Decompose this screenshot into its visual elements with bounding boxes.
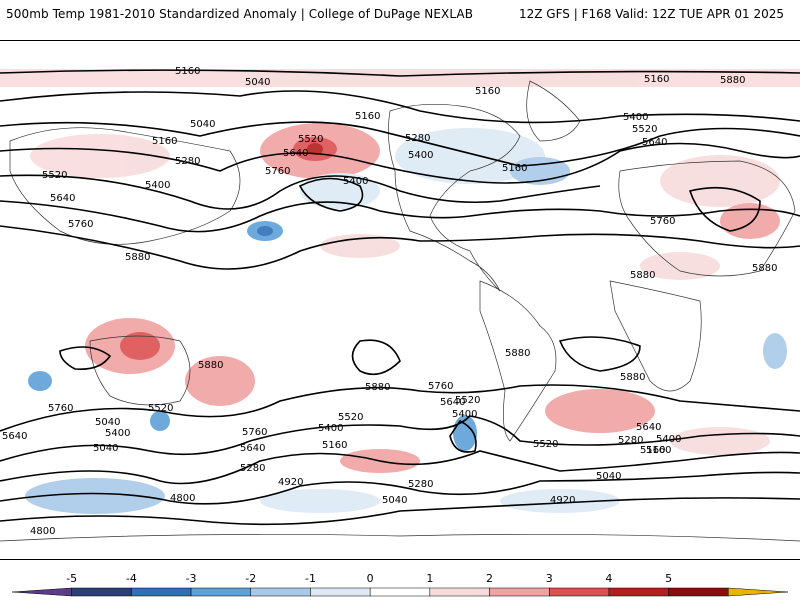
colorbar-swatch xyxy=(668,587,729,597)
contour-label: 5520 xyxy=(298,134,323,145)
anomaly-map: 5160 5040 5040 5160 5160 5160 5280 5280 … xyxy=(0,40,800,560)
contour-label: 5880 xyxy=(198,360,223,371)
colorbar-tick-label: 2 xyxy=(486,572,493,585)
contour-label: 5880 xyxy=(630,270,655,281)
colorbar-tick-label: 0 xyxy=(367,572,374,585)
contour-label: 4800 xyxy=(30,526,55,537)
map-title: 500mb Temp 1981-2010 Standardized Anomal… xyxy=(6,7,474,21)
colorbar-swatch xyxy=(310,587,371,597)
colorbar-tick-label: 3 xyxy=(546,572,553,585)
contour-label: 5400 xyxy=(408,150,433,161)
contour-label: 5640 xyxy=(636,422,661,433)
contour-label: 5280 xyxy=(408,479,433,490)
contour-label: 5520 xyxy=(148,403,173,414)
contour-label: 5040 xyxy=(245,77,270,88)
colorbar-swatches xyxy=(11,587,789,597)
contour-label: 5520 xyxy=(338,412,363,423)
header-bar: 500mb Temp 1981-2010 Standardized Anomal… xyxy=(0,0,800,30)
contour-label: 5520 xyxy=(632,124,657,135)
map-canvas: 5160 5040 5040 5160 5160 5160 5280 5280 … xyxy=(0,66,800,542)
contour-label-layer: 5160 5040 5040 5160 5160 5160 5280 5280 … xyxy=(2,66,777,537)
colorbar: -5 -4 -3 -2 -1 0 1 2 3 4 5 xyxy=(11,572,789,597)
contour-label: 5400 xyxy=(623,112,648,123)
contour-label: 5880 xyxy=(620,372,645,383)
colorbar-tick-label: 5 xyxy=(665,572,672,585)
contour-label: 5880 xyxy=(505,348,530,359)
contour-label: 5160 xyxy=(355,111,380,122)
colorbar-swatch xyxy=(608,587,669,597)
contour-label: 5640 xyxy=(283,148,308,159)
contour-label: 5640 xyxy=(240,443,265,454)
contour-label: 4920 xyxy=(278,477,303,488)
contour-label: 5400 xyxy=(145,180,170,191)
contour-label: 5160 xyxy=(175,66,200,77)
contour-label: 5640 xyxy=(2,431,27,442)
contour-label: 5040 xyxy=(93,443,118,454)
colorbar-tick-label: -5 xyxy=(66,572,77,585)
contour-label: 5880 xyxy=(752,263,777,274)
contour-label: 5160 xyxy=(646,445,671,456)
colorbar-swatch xyxy=(250,587,311,597)
contour-label: 5040 xyxy=(596,471,621,482)
contour-label: 5160 xyxy=(322,440,347,451)
colorbar-tick-label: 4 xyxy=(605,572,612,585)
contour-label: 5040 xyxy=(382,495,407,506)
model-run-info: 12Z GFS | F168 Valid: 12Z TUE APR 01 202… xyxy=(518,7,784,21)
contour-label: 5760 xyxy=(48,403,73,414)
contour-label: 5040 xyxy=(95,417,120,428)
colorbar-tick-label: -4 xyxy=(126,572,137,585)
contour-label: 5520 xyxy=(533,439,558,450)
colorbar-swatch xyxy=(131,587,192,597)
contour-label: 5400 xyxy=(656,434,681,445)
contour-label: 5760 xyxy=(68,219,93,230)
contour-label: 4920 xyxy=(550,495,575,506)
height-contours xyxy=(0,69,800,526)
contour-label: 5040 xyxy=(190,119,215,130)
colorbar-swatch xyxy=(369,587,431,597)
contour-label: 5760 xyxy=(242,427,267,438)
colorbar-tick-label: 1 xyxy=(426,572,433,585)
colorbar-swatch xyxy=(71,587,132,597)
contour-label: 5160 xyxy=(644,74,669,85)
contour-label: 5160 xyxy=(502,163,527,174)
contour-label: 5640 xyxy=(440,397,465,408)
contour-label: 5280 xyxy=(240,463,265,474)
contour-label: 5160 xyxy=(475,86,500,97)
coastlines xyxy=(0,80,800,542)
colorbar-tick-label: -3 xyxy=(186,572,197,585)
contour-label: 5520 xyxy=(42,170,67,181)
contour-label: 5280 xyxy=(618,435,643,446)
anomaly-shading xyxy=(0,69,800,514)
contour-label: 5760 xyxy=(265,166,290,177)
colorbar-tick-labels: -5 -4 -3 -2 -1 0 1 2 3 4 5 xyxy=(66,572,672,585)
contour-label: 5400 xyxy=(105,428,130,439)
contour-label: 5640 xyxy=(642,137,667,148)
contour-label: 5400 xyxy=(343,176,368,187)
contour-label: 5160 xyxy=(152,136,177,147)
colorbar-swatch xyxy=(429,587,490,597)
contour-label: 5880 xyxy=(720,75,745,86)
colorbar-swatch xyxy=(11,587,72,597)
colorbar-swatch xyxy=(548,587,610,597)
colorbar-legend: -5 -4 -3 -2 -1 0 1 2 3 4 5 xyxy=(0,560,800,600)
contour-label: 5880 xyxy=(365,382,390,393)
contour-label: 5400 xyxy=(318,423,343,434)
contour-label: 5520 xyxy=(455,395,480,406)
colorbar-tick-label: -2 xyxy=(245,572,256,585)
contour-label: 5880 xyxy=(125,252,150,263)
contour-label: 5400 xyxy=(452,409,477,420)
contour-label: 5280 xyxy=(405,133,430,144)
colorbar-swatch xyxy=(728,587,789,597)
colorbar-tick-label: -1 xyxy=(305,572,316,585)
contour-label: 5280 xyxy=(175,156,200,167)
colorbar-swatch xyxy=(190,587,252,597)
colorbar-swatch xyxy=(489,587,550,597)
contour-label: 5640 xyxy=(50,193,75,204)
contour-label: 5760 xyxy=(650,216,675,227)
contour-label: 5760 xyxy=(428,381,453,392)
contour-label: 4800 xyxy=(170,493,195,504)
contour-label: 5160 xyxy=(640,445,665,456)
